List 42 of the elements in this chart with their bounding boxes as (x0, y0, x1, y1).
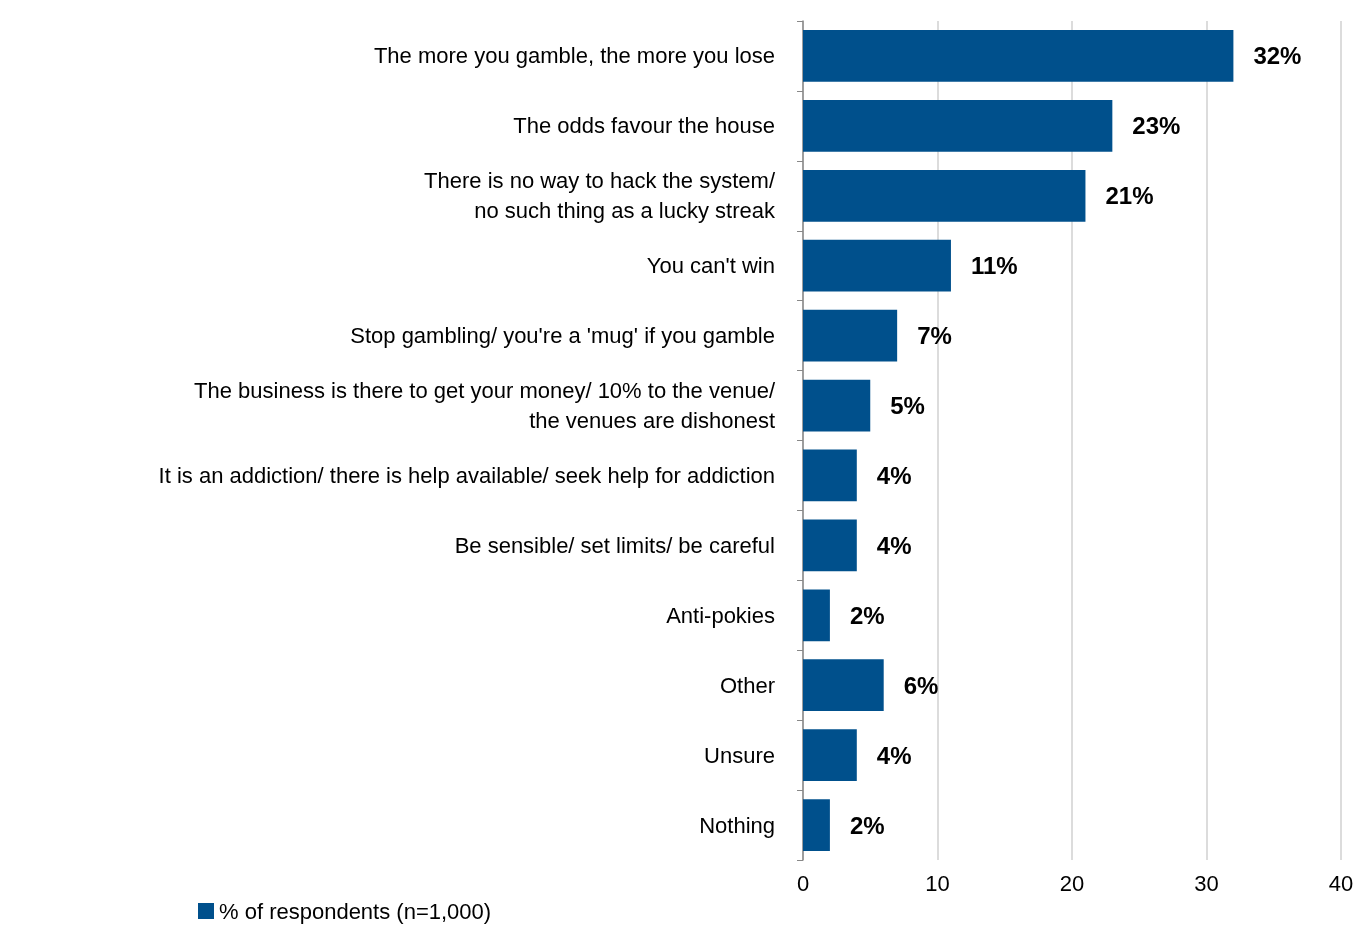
data-label: 4% (876, 531, 912, 559)
y-tick-label: The more you gamble, the more you lose (373, 43, 775, 69)
x-tick-label: 30 (1194, 870, 1219, 896)
data-label: 11% (970, 252, 1018, 280)
x-tick-label: 20 (1059, 870, 1085, 896)
data-label: 32% (1253, 42, 1302, 70)
y-tick-label: Anti-pokies (666, 602, 775, 628)
data-label: 2% (849, 601, 885, 629)
x-tick-label: 40 (1328, 870, 1354, 896)
data-label: 21% (1105, 182, 1154, 210)
bar (803, 169, 1086, 222)
data-label: 2% (849, 811, 885, 839)
data-label: 7% (917, 322, 952, 350)
legend-label: % of respondents (n=1,000) (219, 898, 492, 924)
y-tick-label: Nothing (699, 812, 775, 838)
bar (803, 729, 857, 781)
x-tick-label: 0 (796, 870, 810, 896)
bar (803, 589, 830, 642)
data-label: 5% (890, 392, 925, 420)
data-label: 4% (876, 461, 912, 489)
y-tick-label: Other (719, 672, 775, 698)
bar (803, 799, 830, 851)
y-tick-label: Be sensible/ set limits/ be careful (454, 532, 775, 558)
bar (803, 449, 857, 502)
y-tick-label: You can't win (646, 253, 775, 279)
bar (803, 519, 857, 572)
bar (803, 659, 884, 712)
y-tick-label: It is an addiction/ there is help available/ seek help for addiction (158, 462, 775, 488)
bar (803, 309, 898, 362)
bar (803, 239, 951, 292)
y-tick-label: Unsure (704, 742, 775, 768)
bar (803, 379, 871, 432)
data-label: 4% (876, 741, 912, 769)
data-label: 6% (903, 671, 939, 699)
x-tick-label: 10 (925, 870, 950, 896)
bar (803, 30, 1234, 82)
y-tick-label: Stop gambling/ you're a 'mug' if you gamble (350, 323, 775, 349)
y-tick-label: The business is there to get your money/ 10% to the venue/ the venues are dishonest (194, 378, 776, 434)
data-label: 23% (1132, 112, 1181, 140)
y-tick-label: The odds favour the house (513, 113, 775, 139)
y-tick-label: There is no way to hack the system/ no such thing as a lucky streak (424, 168, 776, 224)
bar (803, 100, 1113, 152)
